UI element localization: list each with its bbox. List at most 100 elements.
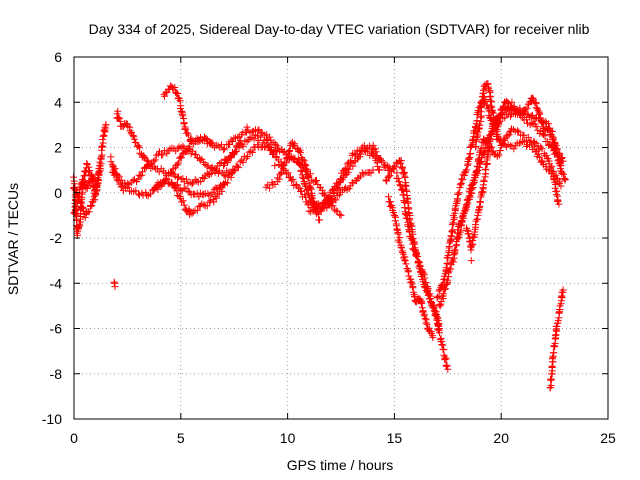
- data-point: [335, 179, 343, 187]
- data-point: [79, 203, 87, 211]
- data-point: [184, 131, 192, 139]
- data-point: [209, 139, 217, 147]
- data-point: [206, 171, 213, 179]
- x-tick-label: 15: [387, 430, 403, 446]
- data-point: [476, 121, 484, 129]
- data-point: [534, 150, 542, 158]
- data-point: [325, 193, 333, 201]
- data-point: [168, 168, 175, 176]
- data-point: [286, 146, 294, 154]
- data-point: [486, 135, 494, 143]
- data-point: [291, 140, 299, 148]
- data-point: [541, 132, 549, 140]
- data-point: [83, 160, 91, 167]
- data-point: [394, 230, 402, 238]
- data-point: [179, 175, 187, 183]
- data-point: [509, 126, 517, 133]
- x-tick-label: 25: [600, 430, 616, 446]
- data-point: [520, 131, 528, 139]
- data-point: [422, 319, 430, 327]
- data-point: [224, 179, 231, 187]
- data-point: [444, 365, 452, 373]
- data-point: [320, 190, 328, 198]
- data-point: [399, 163, 406, 171]
- data-point: [515, 139, 523, 147]
- data-point: [303, 185, 311, 193]
- data-point: [100, 126, 108, 134]
- data-point: [469, 181, 476, 188]
- data-point: [412, 251, 420, 259]
- data-point: [143, 156, 151, 164]
- data-point: [212, 194, 220, 202]
- data-point: [396, 182, 404, 190]
- data-point: [288, 177, 296, 185]
- data-point: [168, 169, 176, 177]
- data-point: [90, 174, 98, 182]
- data-point: [435, 325, 443, 332]
- data-point: [391, 212, 399, 220]
- data-point: [509, 104, 517, 112]
- data-point: [461, 204, 469, 212]
- data-point: [536, 109, 544, 117]
- data-point: [442, 355, 450, 363]
- data-point: [177, 186, 185, 194]
- data-point: [478, 99, 486, 107]
- y-tick-label: -2: [50, 230, 63, 246]
- data-point: [505, 99, 512, 107]
- data-point: [493, 127, 501, 135]
- data-point: [404, 268, 412, 276]
- data-point: [537, 118, 545, 126]
- data-point: [395, 238, 403, 246]
- data-point: [448, 220, 456, 228]
- data-point: [555, 200, 563, 208]
- data-point: [297, 166, 305, 174]
- data-point: [440, 276, 448, 284]
- data-point: [211, 168, 219, 176]
- data-point: [138, 171, 146, 179]
- y-tick-label: -8: [50, 366, 63, 382]
- data-point: [224, 158, 231, 166]
- data-point: [295, 160, 303, 168]
- data-point: [424, 287, 431, 295]
- data-point: [182, 175, 190, 183]
- data-point: [552, 191, 560, 199]
- data-point: [163, 176, 171, 184]
- data-point: [243, 123, 251, 131]
- data-point: [467, 257, 475, 265]
- data-point: [538, 119, 546, 127]
- data-point: [318, 200, 326, 207]
- data-point: [440, 351, 448, 359]
- data-point: [500, 102, 508, 110]
- data-point: [429, 302, 437, 310]
- data-point: [267, 147, 275, 155]
- data-point: [124, 184, 132, 191]
- data-point: [99, 142, 106, 150]
- data-point: [551, 332, 559, 340]
- data-point: [296, 161, 304, 169]
- data-point: [195, 193, 203, 201]
- data-point: [303, 186, 311, 194]
- data-point: [556, 160, 564, 168]
- data-point: [289, 175, 297, 183]
- data-point: [495, 120, 503, 128]
- y-axis-label: SDTVAR / TECUs: [5, 183, 21, 295]
- data-point: [398, 247, 406, 255]
- data-point: [220, 180, 227, 188]
- data-point: [394, 175, 402, 182]
- data-point: [554, 196, 562, 204]
- data-point: [453, 195, 461, 203]
- data-point: [466, 150, 474, 158]
- data-point: [463, 166, 470, 174]
- data-point: [391, 217, 399, 225]
- data-point: [383, 177, 391, 185]
- data-point: [386, 172, 394, 180]
- data-point: [129, 132, 137, 139]
- data-point: [298, 187, 306, 195]
- x-axis-label: GPS time / hours: [287, 457, 394, 473]
- data-point: [550, 175, 558, 183]
- data-point: [438, 281, 446, 289]
- data-point: [427, 295, 435, 303]
- data-point: [295, 148, 303, 155]
- x-tick-label: 5: [177, 430, 185, 446]
- data-point: [391, 163, 399, 171]
